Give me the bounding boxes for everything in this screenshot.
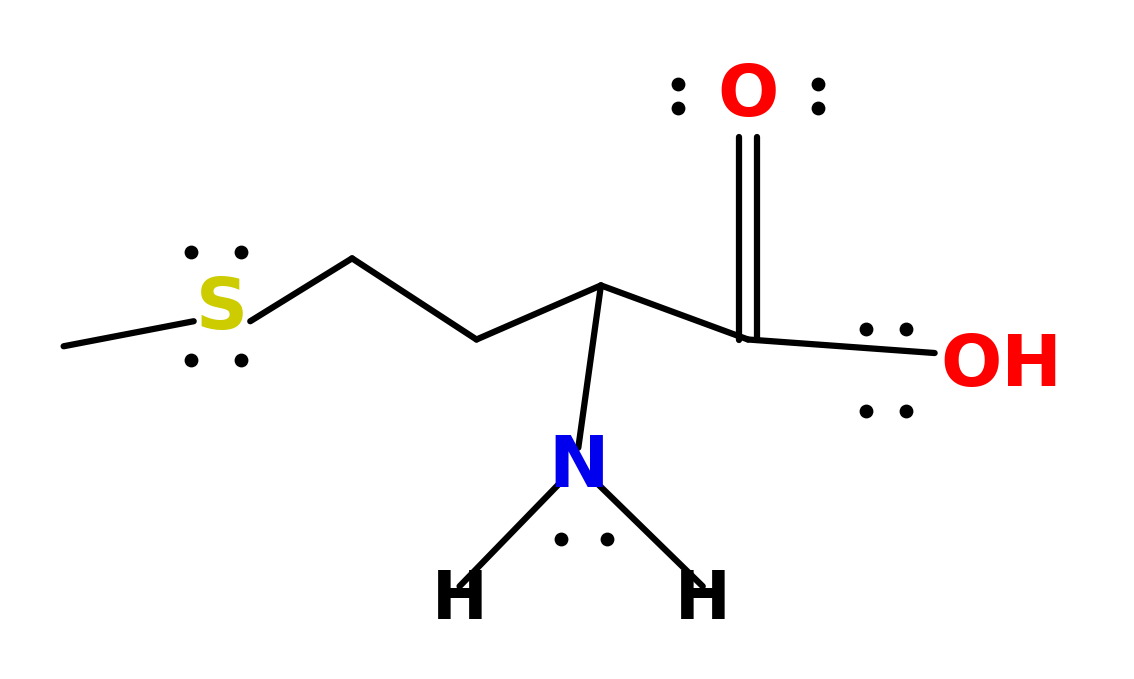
Point bbox=[183, 246, 201, 257]
Point bbox=[809, 103, 827, 113]
Text: H: H bbox=[432, 567, 488, 633]
Point bbox=[897, 405, 915, 416]
Text: H: H bbox=[675, 567, 730, 633]
Point bbox=[552, 534, 570, 545]
Point bbox=[897, 324, 915, 335]
Point bbox=[856, 324, 874, 335]
Point bbox=[669, 79, 687, 90]
Point bbox=[183, 354, 201, 365]
Point bbox=[809, 79, 827, 90]
Point bbox=[232, 354, 251, 365]
Point bbox=[598, 534, 616, 545]
Point bbox=[232, 246, 251, 257]
Point bbox=[856, 405, 874, 416]
Text: OH: OH bbox=[940, 332, 1063, 401]
Text: O: O bbox=[718, 62, 779, 130]
Text: N: N bbox=[548, 433, 609, 502]
Point bbox=[669, 103, 687, 113]
Text: S: S bbox=[196, 274, 248, 344]
